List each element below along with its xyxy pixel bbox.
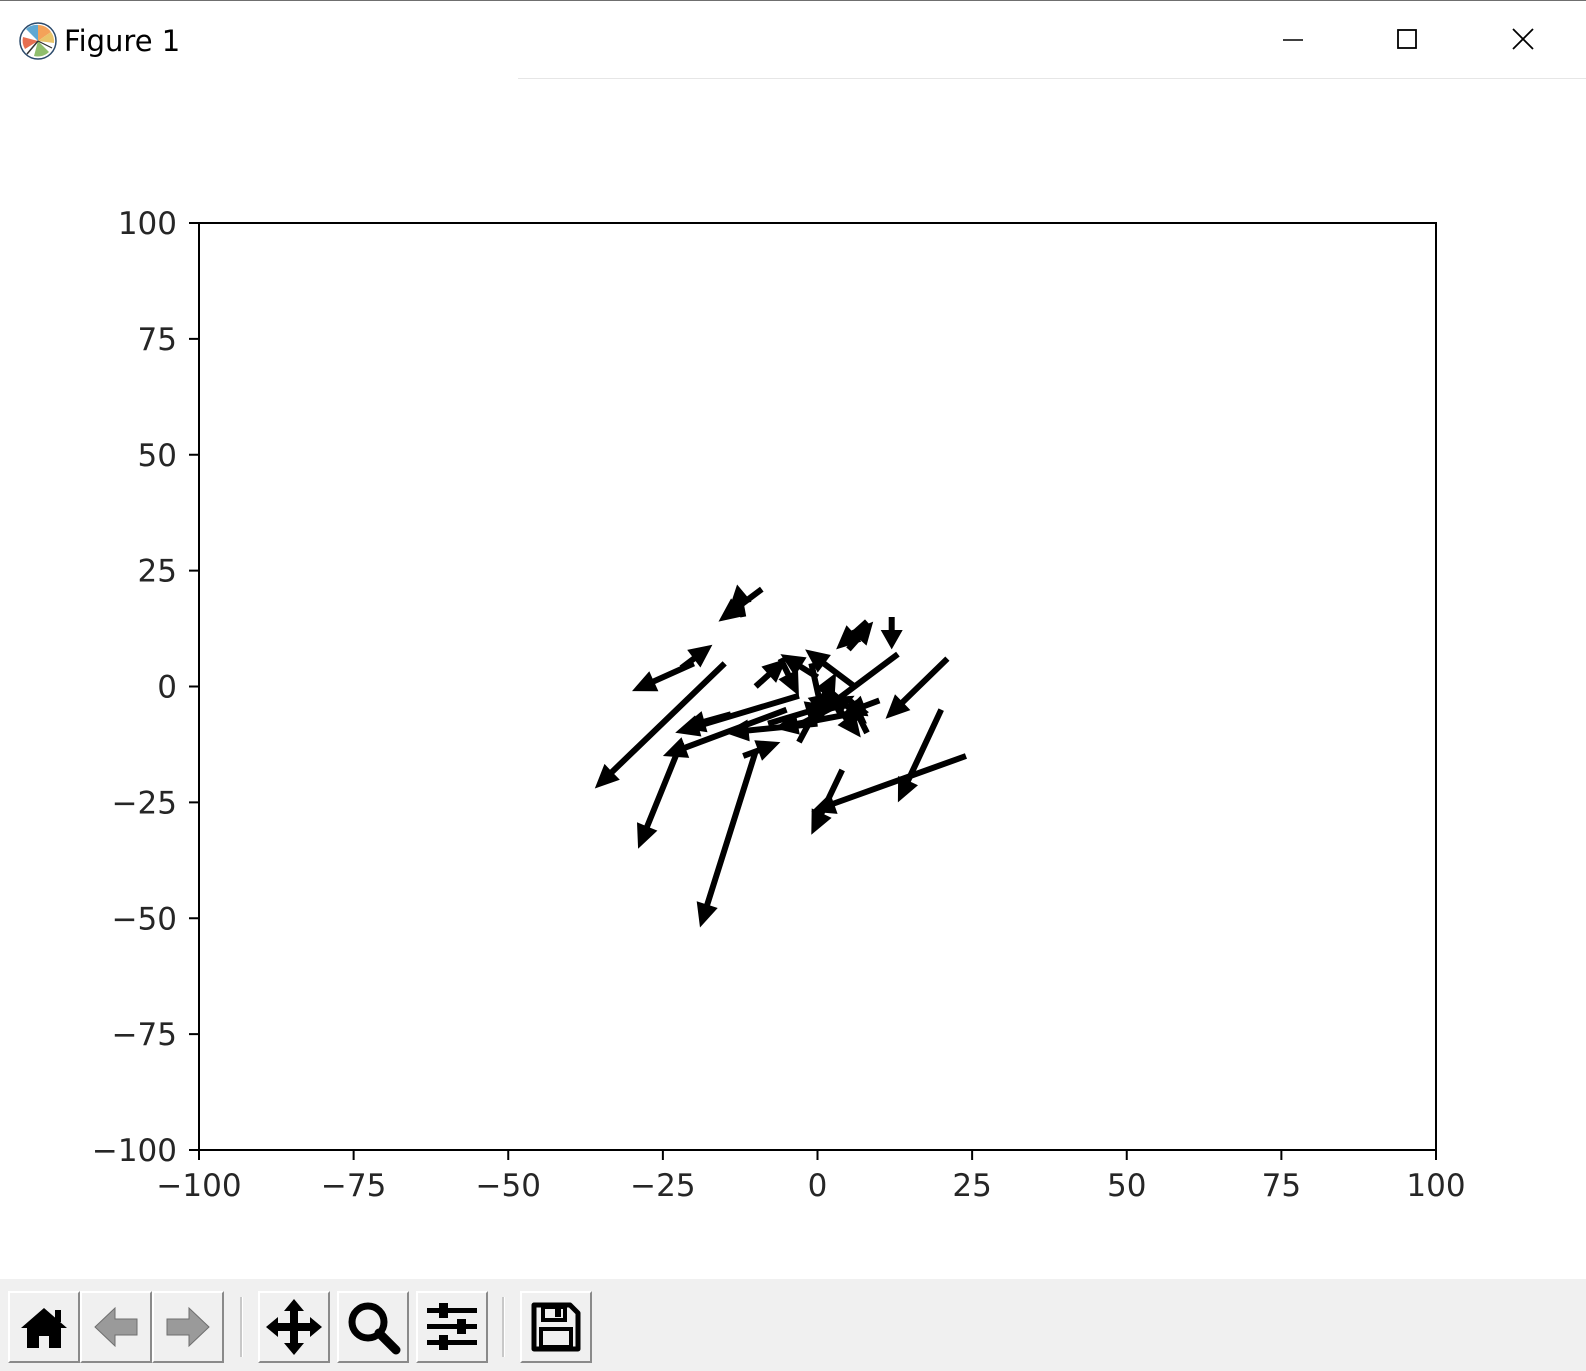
y-tick-label: 50 [138,438,177,474]
y-tick-label: −50 [112,901,177,937]
y-tick-label: −100 [92,1133,177,1169]
x-tick-label: −75 [321,1168,386,1204]
quiver-arrow [742,740,781,761]
quiver-arrow [807,662,830,719]
quiver-arrow [679,644,713,671]
y-tick-label: 0 [157,670,177,706]
quiver-arrow [811,753,967,814]
title-divider [518,78,1586,79]
x-tick-label: 100 [1406,1168,1465,1204]
pan-button[interactable] [258,1291,330,1363]
quiver-arrow [897,708,944,803]
figure-canvas[interactable]: −100 −75 −50 −25 0 25 50 75 100 100 75 50 25 0 −25 −50… [0,79,1586,1279]
quiver-arrow [880,617,903,650]
arrows-layer [594,584,967,928]
close-button[interactable] [1466,1,1580,77]
y-tick-label: 100 [118,206,177,242]
y-tick-label: 75 [138,322,177,358]
toolbar-separator [502,1297,505,1357]
quiver-arrow [594,661,727,789]
move-icon [266,1299,322,1355]
x-tick-label: 0 [808,1168,828,1204]
y-tick-label: −25 [112,785,177,821]
quiver-arrow [780,654,820,680]
x-tick-label: −50 [476,1168,541,1204]
quiver-arrow [675,692,800,737]
zoom-icon [348,1302,401,1355]
x-tick-label: 75 [1262,1168,1301,1204]
window-title: Figure 1 [64,24,181,58]
sliders-icon [427,1303,477,1350]
quiver-arrow [767,701,830,727]
back-button[interactable] [80,1291,152,1363]
x-tick-label: −25 [630,1168,695,1204]
quiver-arrow [791,695,855,731]
y-axis: 100 75 50 25 0 −25 −50 −75 −100 [92,206,199,1169]
quiver-arrow [836,619,869,650]
title-bar[interactable]: Figure 1 [0,1,1586,79]
quiver-arrow [805,649,857,689]
quiver-plot: −100 −75 −50 −25 0 25 50 75 100 100 75 50 25 0 −25 −50… [92,206,1466,1204]
y-tick-label: 25 [138,554,177,590]
navigation-toolbar [0,1279,1586,1371]
quiver-arrow [811,768,845,835]
quiver-arrow [730,584,752,618]
quiver-arrow [885,656,950,719]
matplotlib-icon [18,21,58,61]
toolbar-separator [240,1297,243,1357]
home-button[interactable] [8,1291,80,1363]
forward-arrow-icon [166,1306,210,1348]
quiver-arrow [681,711,732,733]
minimize-button[interactable] [1236,1,1350,77]
quiver-arrow [696,750,759,928]
maximize-button[interactable] [1350,1,1464,77]
x-tick-label: 50 [1107,1168,1146,1204]
maximize-icon [1397,29,1417,49]
zoom-button[interactable] [337,1291,409,1363]
save-button[interactable] [520,1291,592,1363]
quiver-arrow [662,706,788,758]
close-icon [1512,28,1534,50]
quiver-arrow [632,660,695,692]
configure-subplots-button[interactable] [416,1291,488,1363]
quiver-arrow [637,741,685,849]
x-tick-label: 25 [952,1168,991,1204]
quiver-arrow [753,658,787,689]
back-arrow-icon [94,1306,138,1348]
y-tick-label: −75 [112,1017,177,1053]
home-icon [21,1308,67,1348]
x-tick-label: −100 [156,1168,241,1204]
quiver-arrow [842,695,881,717]
save-icon [531,1302,581,1352]
minimize-icon [1283,39,1303,41]
x-axis: −100 −75 −50 −25 0 25 50 75 100 [156,1150,1466,1204]
forward-button[interactable] [152,1291,224,1363]
